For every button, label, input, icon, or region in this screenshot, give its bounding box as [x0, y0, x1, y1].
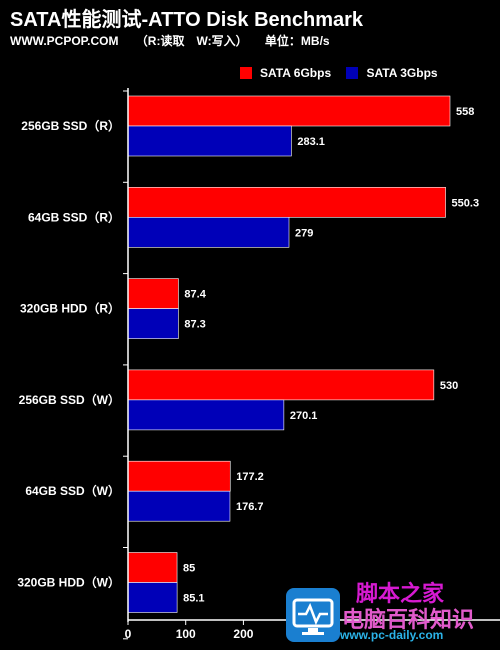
bar-sata3 [127, 490, 231, 522]
x-tick-label: 100 [176, 627, 196, 641]
bar-sata6 [127, 95, 451, 127]
value-label: 279 [295, 227, 313, 239]
value-label: 176.7 [236, 501, 264, 513]
value-label: 87.4 [184, 289, 206, 301]
unit-label: 单位：MB/s [264, 34, 330, 48]
category-label: 320GB HDD（R） [20, 301, 120, 316]
value-label: 550.3 [452, 197, 480, 209]
chart-subtitle: WWW.PCPOP.COM （R:读取 W:写入） 单位：MB/s [10, 32, 344, 49]
category-label: 320GB HDD（W） [17, 575, 120, 590]
bar-sata3 [127, 125, 292, 157]
legend-label-sata3: SATA 3Gbps [366, 66, 438, 80]
bar-sata6 [127, 369, 435, 401]
value-label: 558 [456, 106, 474, 118]
site-url: WWW.PCPOP.COM [10, 34, 119, 48]
category-label: 64GB SSD（R） [28, 209, 120, 224]
bar-sata6 [127, 278, 179, 309]
bar-sata3 [127, 582, 178, 613]
legend-item-sata6: SATA 6Gbps [240, 66, 331, 80]
x-tick-label: 200 [233, 627, 253, 641]
bar-sata3 [127, 308, 179, 339]
monitor-logo-icon [286, 588, 340, 642]
read-write-note: （R:读取 W:写入） [135, 34, 248, 48]
bar-sata3 [127, 399, 285, 431]
value-label: 283.1 [297, 136, 325, 148]
watermark: 脚本之家 电脑百科知识 www.pc-daily.com [286, 576, 496, 646]
watermark-url: www.pc-daily.com [340, 628, 444, 642]
value-label: 85 [183, 563, 195, 575]
bar-sata6 [127, 460, 231, 492]
value-label: 87.3 [184, 319, 205, 331]
legend-item-sata3: SATA 3Gbps [346, 66, 438, 80]
watermark-line1: 脚本之家 [356, 582, 445, 607]
bar-sata3 [127, 217, 290, 248]
legend-label-sata6: SATA 6Gbps [260, 66, 332, 80]
value-label: 530 [440, 380, 458, 392]
category-label: 64GB SSD（W） [25, 483, 120, 498]
x-tick-label: 0 [125, 627, 132, 641]
bar-sata6 [127, 552, 178, 583]
value-label: 85.1 [183, 593, 204, 605]
legend-swatch-sata3 [346, 67, 359, 79]
chart-legend: SATA 6Gbps SATA 3Gbps [240, 66, 450, 82]
legend-swatch-sata6 [240, 67, 252, 79]
value-label: 177.2 [236, 471, 264, 483]
value-label: 270.1 [290, 410, 318, 422]
chart-title: SATA性能测试-ATTO Disk Benchmark [10, 9, 364, 31]
category-label: 256GB SSD（W） [19, 392, 120, 407]
category-label: 256GB SSD（R） [21, 118, 120, 133]
bar-sata6 [127, 187, 446, 218]
watermark-line2: 电脑百科知识 [342, 608, 475, 633]
